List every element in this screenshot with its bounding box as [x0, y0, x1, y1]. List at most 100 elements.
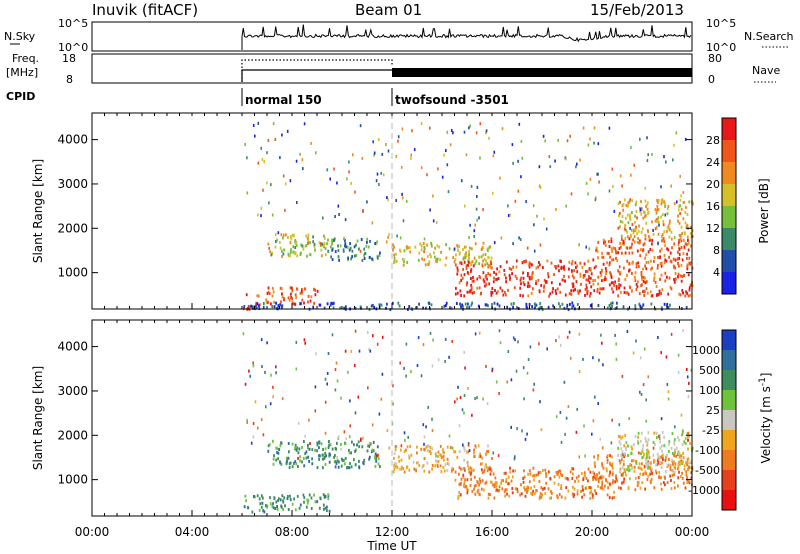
velocity-cell-sparse [360, 438, 362, 442]
power-cell-r5 [459, 289, 462, 293]
velocity-cell-r3 [466, 478, 469, 482]
power-cell-r1 [265, 298, 268, 302]
velocity-cell-r5 [666, 453, 668, 457]
power-cell-r5 [576, 289, 579, 293]
power-cell-r3 [344, 242, 347, 246]
power-cell-r5 [509, 278, 511, 282]
velocity-cell-sparse [677, 353, 680, 357]
power-cell-r8 [360, 306, 362, 310]
velocity-cell-sparse [275, 365, 277, 369]
power-cell-r8 [561, 302, 564, 306]
velocity-cell-sparse [431, 417, 433, 421]
power-cell-sparse [660, 199, 663, 203]
power-cell-r6 [627, 292, 630, 296]
power-cell-r2 [289, 241, 292, 245]
velocity-cell-r3 [540, 486, 543, 490]
velocity-cell-r4 [686, 481, 689, 484]
velocity-cell-r0 [334, 465, 337, 469]
velocity-cell-r2 [436, 463, 439, 467]
velocity-cell-sparse [372, 334, 374, 338]
power-cell-r8 [425, 306, 427, 310]
power-cell-sparse [372, 140, 374, 144]
velocity-cell-r0 [288, 462, 291, 466]
power-cell-r5 [497, 277, 500, 280]
power-cell-r3 [338, 258, 340, 262]
power-y-axis-label: Slant Range [km] [31, 159, 45, 263]
velocity-cell-r1 [324, 495, 327, 499]
power-cell-r5 [590, 285, 593, 289]
power-cell-r5 [574, 261, 577, 265]
velocity-cell-r5 [658, 437, 661, 440]
power-cell-r5 [572, 282, 575, 286]
power-cell-r6 [620, 290, 622, 294]
power-cell-r5 [526, 285, 529, 288]
power-cell-sparse [387, 198, 389, 202]
velocity-cell-sparse [461, 408, 464, 412]
power-cell-r3 [376, 240, 378, 244]
power-cell-r6 [624, 291, 627, 295]
power-cell-sparse [532, 204, 535, 208]
velocity-cell-r3 [504, 488, 507, 492]
power-cell-r4 [419, 242, 422, 246]
power-cell-sparse [279, 156, 281, 160]
velocity-cell-r3 [613, 495, 616, 499]
velocity-cell-sparse [314, 385, 317, 389]
velocity-cell-sparse [526, 371, 529, 375]
power-cell-r5 [481, 264, 484, 268]
velocity-cell-sparse [583, 424, 585, 428]
power-cell-r5 [527, 281, 530, 285]
power-cell-r7 [657, 198, 660, 202]
power-cell-r6 [625, 246, 628, 250]
velocity-cbar-tick: -25 [702, 424, 720, 437]
power-cell-sparse [469, 124, 472, 128]
velocity-cell-sparse [457, 385, 459, 389]
power-cell-r3 [363, 257, 366, 260]
power-cell-r6 [651, 266, 653, 270]
velocity-cell-r1 [294, 508, 297, 512]
power-cell-sparse [539, 186, 542, 189]
power-cell-r7 [679, 198, 682, 202]
velocity-cell-r2 [437, 460, 440, 463]
power-cell-r3 [374, 242, 377, 245]
velocity-cell-r3 [601, 486, 603, 490]
velocity-cell-r0 [354, 463, 357, 467]
velocity-cell-r3 [514, 487, 517, 491]
velocity-cell-r2 [454, 450, 457, 454]
velocity-cell-sparse [437, 358, 440, 362]
velocity-cell-r4 [673, 473, 676, 476]
velocity-cell-r0 [348, 466, 351, 470]
power-cell-r7 [657, 216, 660, 220]
power-cell-r8 [571, 301, 574, 305]
power-cell-r7 [627, 204, 629, 208]
velocity-cell-r2 [430, 452, 432, 456]
power-cell-sparse [347, 245, 349, 249]
velocity-cell-r5 [678, 438, 681, 442]
velocity-cell-sparse [594, 395, 596, 399]
power-cell-r6 [666, 247, 668, 251]
velocity-cell-sparse [350, 349, 353, 353]
velocity-cell-r5 [668, 442, 670, 446]
velocity-cell-sparse [309, 442, 311, 446]
power-cell-r7 [686, 235, 689, 239]
power-cell-r8 [339, 306, 342, 310]
power-cell-r4 [456, 245, 459, 249]
velocity-cell-r3 [532, 489, 534, 493]
power-cell-sparse [507, 204, 509, 208]
power-cell-r5 [570, 289, 573, 293]
power-cell-r5 [538, 263, 541, 267]
velocity-cell-r1 [298, 506, 301, 510]
power-cell-r6 [619, 241, 621, 245]
velocity-cell-r0 [288, 450, 290, 454]
velocity-cell-r5 [677, 462, 680, 466]
velocity-cell-sparse [667, 390, 670, 394]
velocity-cell-r3 [509, 466, 511, 470]
velocity-cell-r3 [537, 473, 539, 477]
velocity-cell-r4 [634, 476, 637, 480]
velocity-cell-r2 [434, 459, 437, 463]
power-cell-sparse [485, 129, 488, 133]
power-cell-r7 [654, 227, 657, 231]
velocity-cell-sparse [687, 431, 690, 435]
power-cell-sparse [682, 191, 685, 194]
velocity-cell-r2 [394, 448, 397, 452]
power-cell-r4 [474, 242, 477, 246]
